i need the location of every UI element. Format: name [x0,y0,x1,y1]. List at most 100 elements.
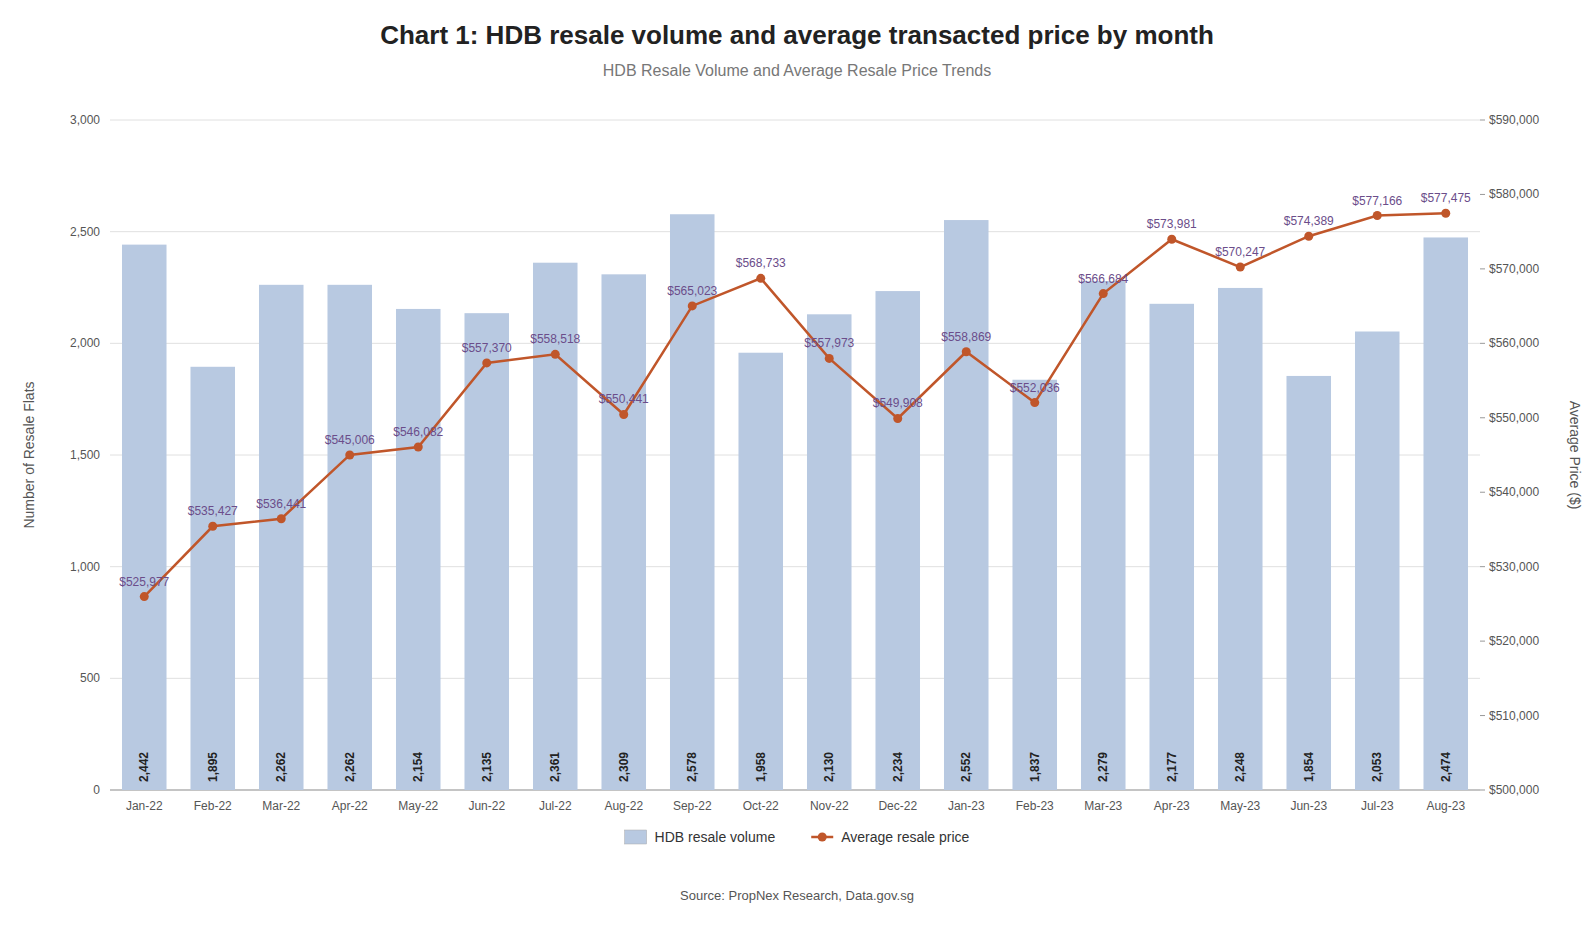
legend-label: HDB resale volume [655,829,776,845]
bar-label: 2,154 [411,752,425,782]
chart: Chart 1: HDB resale volume and average t… [0,0,1594,934]
line-label: $565,023 [667,284,717,298]
bar-label: 2,130 [822,752,836,782]
x-tick-label: May-23 [1220,799,1260,813]
grid-line [110,678,1480,679]
line-label: $557,370 [462,341,512,355]
x-tick-label: Mar-22 [262,799,300,813]
y2-axis-label: Average Price ($) [1567,401,1583,510]
bar-label: 1,837 [1028,752,1042,782]
bar [190,367,235,790]
bar [1218,288,1263,790]
grid-line [110,120,1480,121]
y-tick-label: 500 [80,671,100,685]
legend: HDB resale volume Average resale price [625,829,970,845]
bar-label: 1,895 [206,752,220,782]
y2-tick [1480,417,1485,418]
bar-label: 2,234 [891,752,905,782]
y-tick-label: 3,000 [70,113,100,127]
y2-tick [1480,641,1485,642]
x-axis [110,790,1480,791]
bar [1081,281,1126,790]
y2-tick-label: $590,000 [1489,113,1539,127]
line-label: $546,082 [393,425,443,439]
x-tick-label: Jul-23 [1361,799,1394,813]
line-label: $570,247 [1215,245,1265,259]
line-label: $568,733 [736,256,786,270]
line-marker [482,358,491,367]
line-marker [756,274,765,283]
x-tick-label: Jun-22 [468,799,505,813]
x-tick-label: Dec-22 [878,799,917,813]
y-tick-label: 2,000 [70,336,100,350]
line-marker [962,347,971,356]
x-tick-label: Sep-22 [673,799,712,813]
line-marker [1441,209,1450,218]
background [0,0,1594,934]
bar-label: 2,552 [959,752,973,782]
grid-line [110,343,1480,344]
line-label: $525,977 [119,575,169,589]
y2-tick [1480,492,1485,493]
x-tick-label: Jan-23 [948,799,985,813]
legend-item: Average resale price [811,829,969,845]
bar-label: 2,279 [1096,752,1110,782]
grid-line [110,790,1480,791]
x-tick-label: May-22 [398,799,438,813]
y2-tick-label: $510,000 [1489,709,1539,723]
bar-label: 2,177 [1165,752,1179,782]
line-label: $557,973 [804,336,854,350]
y2-tick [1480,790,1485,791]
source: Source: PropNex Research, Data.gov.sg [680,888,914,903]
line-marker [140,592,149,601]
line-marker [619,410,628,419]
x-tick-label: Feb-22 [194,799,232,813]
line-label: $545,006 [325,433,375,447]
bar [327,285,372,790]
legend-label: Average resale price [841,829,969,845]
line-marker [414,442,423,451]
line-marker [1373,211,1382,220]
grid-line [110,455,1480,456]
x-tick-label: Jun-23 [1290,799,1327,813]
bar [1012,380,1057,790]
line-label: $535,427 [188,504,238,518]
y2-tick-label: $520,000 [1489,634,1539,648]
bar-label: 2,248 [1233,752,1247,782]
line-label: $558,518 [530,332,580,346]
grid [110,120,1480,790]
bar-label: 2,053 [1370,752,1384,782]
x-tick-label: Feb-23 [1016,799,1054,813]
y2-tick-label: $540,000 [1489,485,1539,499]
bar-label: 2,442 [137,752,151,782]
x-tick-label: Nov-22 [810,799,849,813]
x-tick-label: Apr-23 [1154,799,1190,813]
line [144,213,1446,596]
bar [1355,331,1400,790]
bar [807,314,852,790]
y2-tick [1480,120,1485,121]
bar-label: 2,135 [480,752,494,782]
line-marker [1099,289,1108,298]
bar-label: 2,578 [685,752,699,782]
line-marker [893,414,902,423]
bar [1149,304,1194,790]
bar [464,313,509,790]
x-tick-label: Aug-22 [604,799,643,813]
marks [122,209,1468,790]
y-tick-label: 1,000 [70,560,100,574]
y2-tick-label: $530,000 [1489,560,1539,574]
y2-tick-label: $580,000 [1489,187,1539,201]
title: Chart 1: HDB resale volume and average t… [380,20,1214,50]
bar-label: 2,262 [343,752,357,782]
y2-tick-label: $550,000 [1489,411,1539,425]
bar-label: 2,474 [1439,752,1453,782]
bar [122,245,167,790]
y-tick-label: 1,500 [70,448,100,462]
line-marker [1167,235,1176,244]
line-label: $558,869 [941,330,991,344]
bar [1423,237,1468,790]
x-tick-label: Jul-22 [539,799,572,813]
line-marker [688,301,697,310]
y2-tick [1480,194,1485,195]
